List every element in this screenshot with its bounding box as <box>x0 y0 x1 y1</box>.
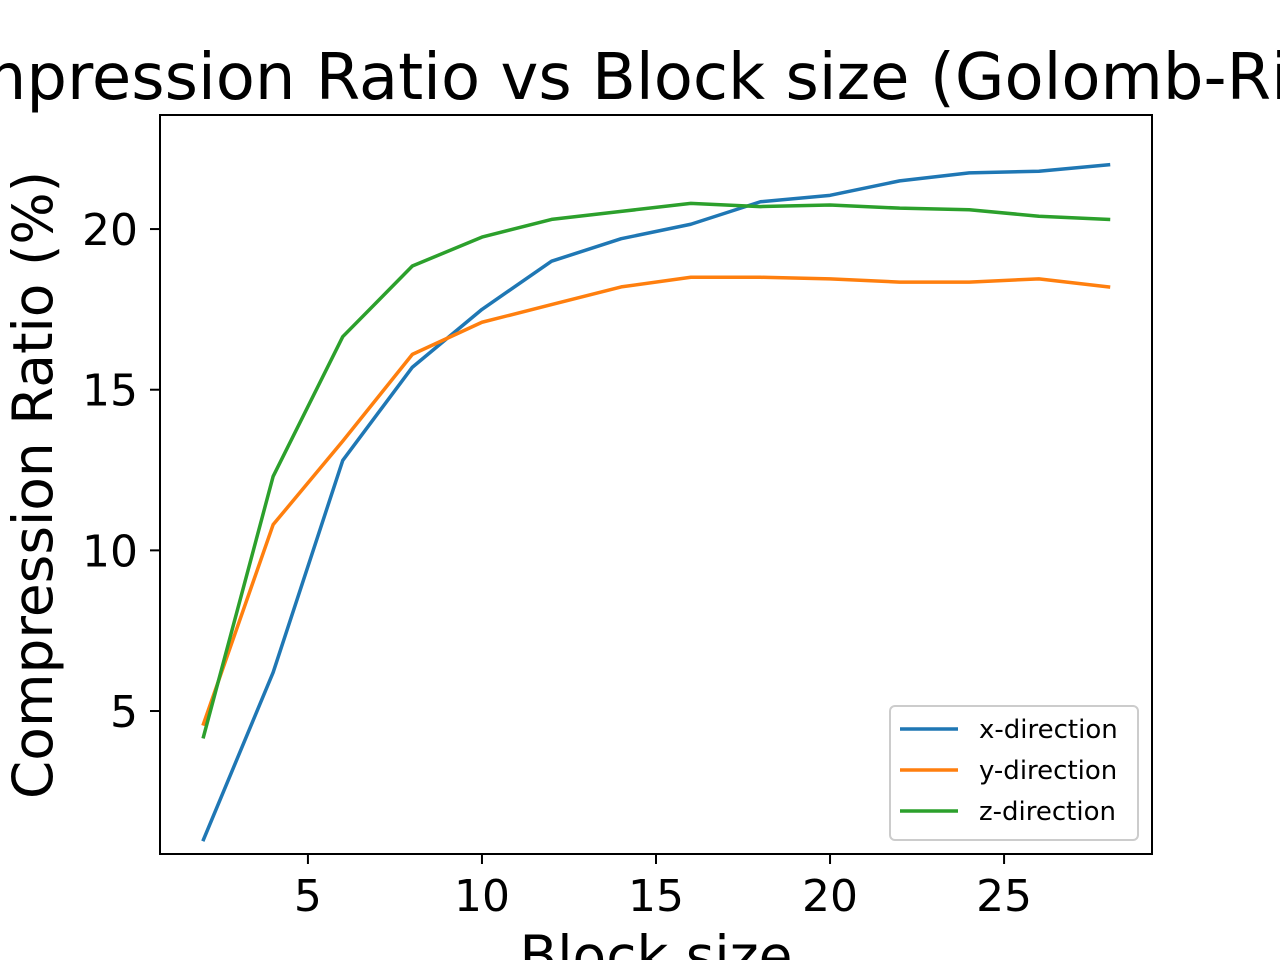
x-axis-label: Block size <box>520 924 793 960</box>
y-tick-label: 5 <box>110 687 138 738</box>
chart-title: Compression Ratio vs Block size (Golomb-… <box>0 41 1280 115</box>
x-tick-label: 15 <box>628 871 684 922</box>
legend: x-direction y-direction z-direction <box>889 705 1139 841</box>
legend-label: x-direction <box>979 715 1118 745</box>
series-line-x-direction <box>201 162 1111 842</box>
x-tick-label: 20 <box>802 871 858 922</box>
x-axis-ticks: 5 10 15 20 25 <box>294 854 1032 922</box>
y-tick-label: 15 <box>82 366 138 417</box>
series-line-y-direction <box>201 275 1111 727</box>
x-tick-label: 10 <box>454 871 510 922</box>
series-lines <box>201 162 1111 842</box>
y-axis-ticks: 5 10 15 20 <box>82 205 160 738</box>
y-tick-label: 20 <box>82 205 138 256</box>
x-tick-label: 25 <box>976 871 1032 922</box>
legend-label: y-direction <box>979 756 1117 786</box>
legend-box <box>889 705 1139 841</box>
plot-frame <box>159 114 1153 855</box>
legend-label: z-direction <box>979 797 1116 827</box>
x-tick-label: 5 <box>294 871 322 922</box>
y-axis-label: Compression Ratio (%) <box>1 171 65 799</box>
y-tick-label: 10 <box>82 526 138 577</box>
series-line-z-direction <box>201 201 1111 739</box>
